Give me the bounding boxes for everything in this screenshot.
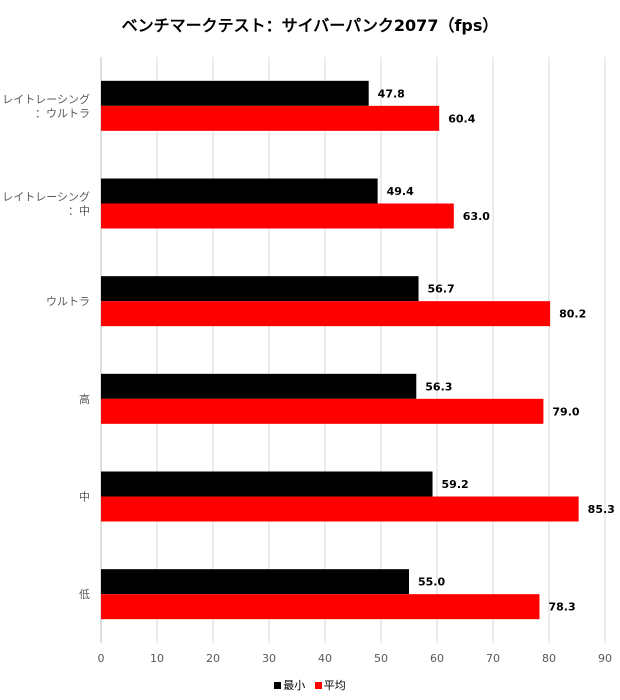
bar-min bbox=[101, 471, 433, 497]
data-label-avg: 79.0 bbox=[552, 405, 579, 418]
bar-avg bbox=[101, 398, 544, 424]
category-label: 中 bbox=[79, 491, 90, 504]
bar-avg bbox=[101, 105, 440, 131]
x-tick-label: 0 bbox=[98, 652, 105, 665]
legend-label-avg: 平均 bbox=[323, 679, 346, 692]
x-tick-label: 10 bbox=[150, 652, 164, 665]
bar-avg bbox=[101, 203, 454, 229]
data-label-min: 49.4 bbox=[387, 185, 414, 198]
bar-min bbox=[101, 178, 378, 204]
legend-item-min: 最小 bbox=[274, 677, 305, 693]
bar-avg bbox=[101, 301, 551, 327]
legend-label-min: 最小 bbox=[283, 679, 306, 692]
legend: 最小 平均 bbox=[0, 677, 620, 693]
data-label-min: 55.0 bbox=[418, 576, 445, 589]
x-tick-label: 40 bbox=[318, 652, 332, 665]
x-tick-label: 20 bbox=[206, 652, 220, 665]
category-label: 高 bbox=[79, 392, 90, 406]
x-tick-label: 30 bbox=[262, 652, 276, 665]
x-tick-label: 60 bbox=[430, 652, 444, 665]
data-label-min: 56.3 bbox=[425, 380, 452, 393]
data-label-avg: 63.0 bbox=[463, 210, 490, 223]
legend-swatch-min bbox=[274, 681, 282, 689]
category-label: レイトレーシング bbox=[2, 190, 90, 204]
x-tick-label: 70 bbox=[486, 652, 500, 665]
category-label: ：ウルトラ bbox=[35, 107, 90, 120]
x-tick-label: 80 bbox=[542, 652, 556, 665]
data-label-avg: 80.2 bbox=[559, 308, 586, 321]
legend-swatch-avg bbox=[314, 681, 322, 689]
x-tick-label: 90 bbox=[598, 652, 612, 665]
data-label-min: 47.8 bbox=[378, 87, 405, 100]
x-tick-label: 50 bbox=[374, 652, 388, 665]
category-label: ：中 bbox=[68, 205, 90, 218]
data-label-min: 56.7 bbox=[428, 283, 455, 296]
data-label-min: 59.2 bbox=[442, 478, 469, 491]
bar-min bbox=[101, 276, 419, 302]
legend-item-avg: 平均 bbox=[314, 677, 346, 693]
bar-avg bbox=[101, 594, 540, 620]
chart-title: ベンチマークテスト：サイバーパンク2077（fps） bbox=[121, 16, 499, 35]
bar-min bbox=[101, 80, 369, 106]
category-label: ウルトラ bbox=[46, 295, 90, 308]
data-label-avg: 78.3 bbox=[548, 601, 575, 614]
bar-avg bbox=[101, 496, 579, 522]
category-label: 低 bbox=[79, 588, 90, 601]
category-label: レイトレーシング bbox=[2, 92, 90, 106]
data-label-avg: 85.3 bbox=[588, 503, 615, 516]
bar-min bbox=[101, 569, 409, 595]
data-label-avg: 60.4 bbox=[448, 112, 475, 125]
bar-min bbox=[101, 373, 417, 399]
